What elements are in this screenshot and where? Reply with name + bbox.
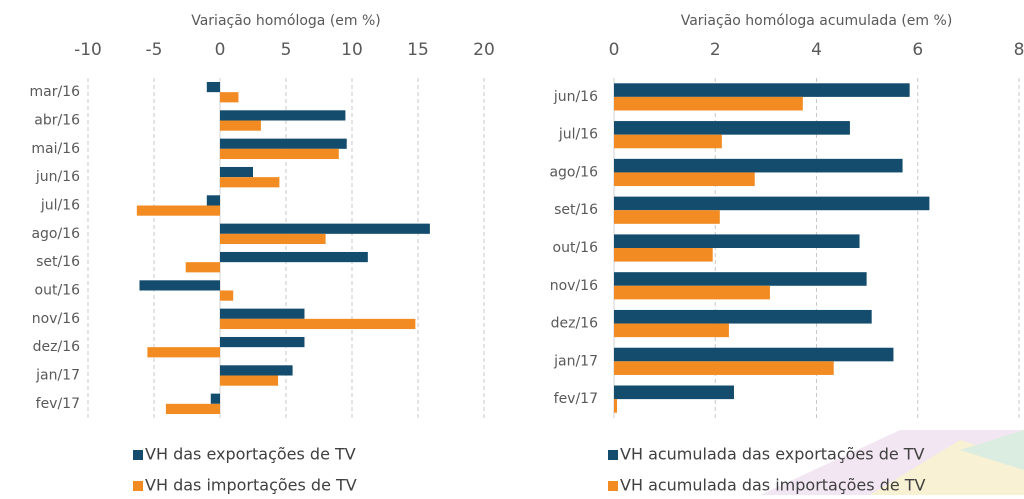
chart-title: Variação homóloga (em %) (191, 13, 381, 29)
bar (220, 121, 261, 131)
bar (614, 361, 834, 375)
x-tick-label: 4 (811, 40, 822, 60)
x-tick-label: 8 (1014, 40, 1024, 60)
bar (207, 82, 220, 92)
y-tick-label: out/16 (35, 283, 81, 299)
y-tick-label: mai/16 (31, 141, 80, 157)
legend-label: VH das importações de TV (145, 476, 357, 495)
bar (220, 167, 253, 177)
y-tick-label: jan/17 (553, 353, 598, 369)
bar (220, 319, 415, 329)
x-tick-label: 5 (281, 40, 292, 60)
bar (614, 248, 713, 262)
x-tick-label: 6 (912, 40, 923, 60)
y-tick-label: abr/16 (34, 113, 80, 129)
bar (614, 83, 910, 97)
bar (614, 386, 734, 400)
y-tick-label: mar/16 (29, 84, 80, 100)
legend-swatch (133, 450, 143, 460)
legend-label: VH das exportações de TV (145, 445, 356, 464)
y-tick-label: jan/17 (35, 368, 80, 384)
y-tick-label: jun/16 (553, 89, 598, 105)
bar (220, 177, 279, 187)
bar (614, 197, 929, 211)
bar (614, 97, 803, 111)
bar (220, 309, 304, 319)
y-tick-label: nov/16 (32, 311, 80, 327)
bar (220, 149, 339, 159)
bar (220, 92, 238, 102)
bar (220, 224, 430, 234)
y-tick-label: nov/16 (550, 278, 598, 294)
x-tick-label: 10 (341, 40, 363, 60)
bar (220, 139, 347, 149)
bar (147, 347, 220, 357)
bar (211, 394, 220, 404)
bar (220, 234, 326, 244)
y-tick-label: jul/16 (558, 127, 598, 143)
legend-swatch (133, 481, 143, 491)
y-tick-label: ago/16 (31, 226, 80, 242)
bar (614, 121, 850, 135)
bar (186, 262, 220, 272)
chart-title: Variação homóloga acumulada (em %) (681, 13, 953, 29)
y-tick-label: dez/16 (33, 339, 80, 355)
bar (614, 234, 860, 248)
y-tick-label: fev/17 (36, 396, 80, 412)
y-tick-label: fev/17 (554, 391, 598, 407)
bar (614, 272, 867, 286)
bar (220, 376, 278, 386)
bar (614, 324, 729, 338)
bar (614, 348, 893, 362)
bar (220, 252, 368, 262)
legend-swatch (608, 481, 618, 491)
y-tick-label: jul/16 (40, 198, 80, 214)
y-tick-label: set/16 (554, 202, 598, 218)
bar (166, 404, 220, 414)
bar (614, 286, 770, 300)
legend-swatch (608, 450, 618, 460)
legend-label: VH acumulada das importações de TV (620, 476, 926, 495)
bar (220, 110, 345, 120)
bar (614, 135, 722, 149)
bar (614, 159, 903, 173)
y-tick-label: set/16 (36, 254, 80, 270)
y-tick-label: dez/16 (551, 316, 598, 332)
bar (614, 310, 872, 324)
x-tick-label: 0 (609, 40, 620, 60)
bar (137, 206, 220, 216)
x-tick-label: 15 (407, 40, 429, 60)
x-tick-label: 20 (473, 40, 495, 60)
y-tick-label: out/16 (553, 240, 599, 256)
bar (614, 399, 617, 413)
bar (220, 291, 233, 301)
x-tick-label: -10 (74, 40, 102, 60)
x-tick-label: 0 (215, 40, 226, 60)
legend-label: VH acumulada das exportações de TV (620, 445, 925, 464)
bar (220, 365, 293, 375)
y-tick-label: jun/16 (35, 169, 80, 185)
bar (139, 280, 220, 290)
x-tick-label: -5 (146, 40, 163, 60)
bar (207, 195, 220, 205)
bar (614, 172, 755, 186)
x-tick-label: 2 (710, 40, 721, 60)
page: Variação homóloga (em %)-10-505101520mar… (0, 0, 1024, 495)
bar (614, 210, 720, 224)
y-tick-label: ago/16 (549, 164, 598, 180)
bar (220, 337, 304, 347)
